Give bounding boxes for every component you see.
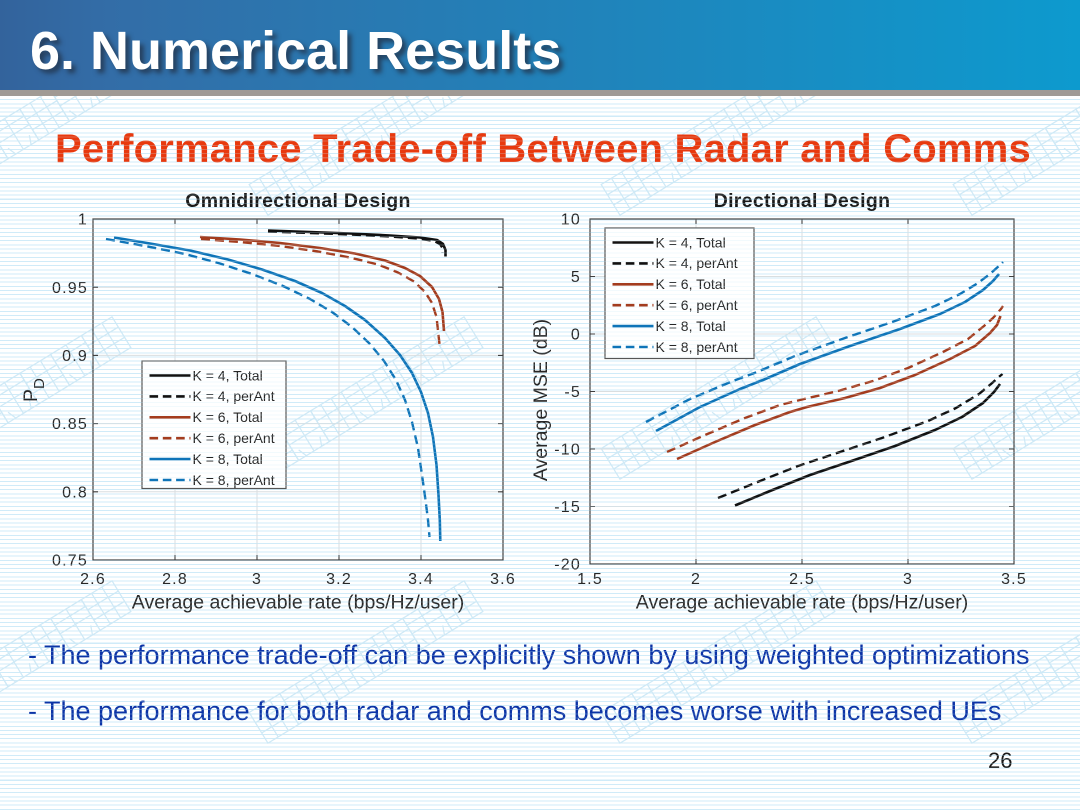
svg-text:0.75: 0.75: [52, 553, 88, 570]
svg-text:3: 3: [252, 571, 262, 588]
svg-text:K = 4, Total: K = 4, Total: [656, 234, 726, 250]
svg-text:3.4: 3.4: [408, 571, 434, 588]
svg-text:K = 8, Total: K = 8, Total: [656, 318, 726, 334]
svg-text:Average MSE (dB): Average MSE (dB): [530, 319, 552, 481]
svg-text:0.85: 0.85: [52, 416, 88, 433]
svg-text:K = 8, perAnt: K = 8, perAnt: [656, 339, 738, 355]
svg-text:Average achievable rate (bps/H: Average achievable rate (bps/Hz/user): [636, 592, 968, 614]
svg-text:0.9: 0.9: [62, 348, 88, 365]
svg-text:5: 5: [571, 269, 581, 286]
svg-text:Average achievable rate (bps/H: Average achievable rate (bps/Hz/user): [132, 592, 464, 614]
svg-text:K = 8, perAnt: K = 8, perAnt: [193, 472, 275, 488]
svg-text:K = 6, perAnt: K = 6, perAnt: [193, 430, 275, 446]
svg-text:2.8: 2.8: [162, 571, 188, 588]
svg-text:1.5: 1.5: [577, 571, 603, 588]
svg-text:0.95: 0.95: [52, 280, 88, 297]
svg-text:K = 4, Total: K = 4, Total: [193, 367, 263, 383]
svg-text:-5: -5: [564, 384, 581, 401]
svg-text:3: 3: [903, 571, 913, 588]
svg-text:2.6: 2.6: [80, 571, 106, 588]
svg-text:3.6: 3.6: [490, 571, 516, 588]
svg-text:2: 2: [691, 571, 701, 588]
svg-text:K = 6, perAnt: K = 6, perAnt: [656, 297, 738, 313]
svg-text:-20: -20: [554, 557, 581, 574]
svg-text:K = 4, perAnt: K = 4, perAnt: [656, 255, 738, 271]
svg-text:K = 8, Total: K = 8, Total: [193, 451, 263, 467]
svg-text:Omnidirectional Design: Omnidirectional Design: [185, 190, 410, 212]
svg-text:0.8: 0.8: [62, 484, 88, 501]
svg-text:K = 4, perAnt: K = 4, perAnt: [193, 388, 275, 404]
svg-text:0: 0: [571, 327, 581, 344]
svg-text:3.2: 3.2: [326, 571, 352, 588]
svg-text:PD: PD: [20, 378, 48, 402]
svg-text:K = 6, Total: K = 6, Total: [656, 276, 726, 292]
svg-text:Directional Design: Directional Design: [714, 190, 891, 212]
svg-text:K = 6, Total: K = 6, Total: [193, 409, 263, 425]
svg-text:10: 10: [561, 212, 581, 229]
svg-text:1: 1: [78, 212, 88, 229]
svg-text:-15: -15: [554, 499, 581, 516]
svg-text:2.5: 2.5: [789, 571, 815, 588]
svg-text:3.5: 3.5: [1001, 571, 1027, 588]
svg-text:-10: -10: [554, 442, 581, 459]
